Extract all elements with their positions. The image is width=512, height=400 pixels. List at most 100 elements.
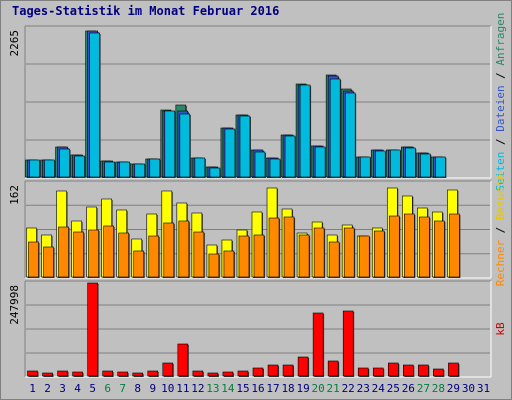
bar-rechner-day-5 xyxy=(88,229,99,278)
bar-rechner-day-13 xyxy=(208,253,220,278)
bar-seiten-day-2 xyxy=(44,159,55,178)
x-tick-day-29: 29 xyxy=(447,382,460,395)
bar-kb-day-8 xyxy=(132,372,144,377)
legend-part: Dateien xyxy=(494,85,507,131)
x-tick-day-20: 20 xyxy=(312,382,325,395)
legend-part: kB xyxy=(494,322,507,336)
bar-seiten-day-25 xyxy=(389,149,401,178)
bar-seiten-day-14 xyxy=(224,128,236,178)
legend-part: Rechner xyxy=(494,240,507,287)
bar-seiten-day-7 xyxy=(119,161,131,178)
bar-kb-day-17 xyxy=(267,364,279,377)
bar-kb-day-27 xyxy=(418,364,429,377)
bar-rechner-day-11 xyxy=(178,220,190,278)
bar-kb-day-13 xyxy=(207,372,219,377)
bar-rechner-day-1 xyxy=(28,241,39,278)
bar-kb-day-5 xyxy=(87,282,98,377)
bar-kb-day-16 xyxy=(252,367,264,377)
bar-seiten-day-27 xyxy=(420,153,431,178)
bar-rechner-day-3 xyxy=(58,226,69,278)
x-tick-day-14: 14 xyxy=(221,382,235,395)
bar-rechner-day-16 xyxy=(253,234,265,278)
bar-rechner-day-24 xyxy=(373,230,385,278)
bar-seiten-day-1 xyxy=(29,159,40,178)
bar-seiten-day-21 xyxy=(329,78,341,178)
bar-kb-day-4 xyxy=(72,371,83,377)
bar-rechner-day-26 xyxy=(404,213,415,278)
legend-part: / xyxy=(494,132,507,152)
x-tick-day-28: 28 xyxy=(432,382,445,395)
panel-middle-max-label: 162 xyxy=(8,185,21,205)
bar-rechner-day-7 xyxy=(118,232,130,278)
x-tick-day-2: 2 xyxy=(44,382,51,395)
bar-kb-day-24 xyxy=(372,367,384,377)
bar-seiten-day-17 xyxy=(269,158,281,178)
bar-rechner-day-14 xyxy=(223,250,235,278)
bar-kb-day-15 xyxy=(237,370,249,377)
x-tick-day-26: 26 xyxy=(402,382,415,395)
bar-rechner-day-21 xyxy=(328,241,340,278)
bar-seiten-day-10 xyxy=(164,110,176,178)
legend-part: / xyxy=(494,220,507,240)
bar-rechner-day-8 xyxy=(133,250,145,278)
bar-seiten-day-9 xyxy=(149,158,161,178)
bar-seiten-day-4 xyxy=(74,155,85,178)
x-tick-day-5: 5 xyxy=(89,382,96,395)
bar-rechner-day-9 xyxy=(148,235,160,278)
bar-rechner-day-17 xyxy=(268,217,280,278)
bar-rechner-day-22 xyxy=(343,227,355,278)
bar-seiten-day-26 xyxy=(405,147,416,178)
bar-kb-day-14 xyxy=(222,371,234,377)
bar-seiten-day-11 xyxy=(179,113,191,178)
bar-kb-day-23 xyxy=(357,367,369,377)
bar-rechner-day-28 xyxy=(434,220,445,278)
bar-kb-day-9 xyxy=(147,370,159,377)
bar-seiten-day-24 xyxy=(374,150,386,178)
bar-rechner-day-6 xyxy=(103,225,114,278)
bar-rechner-day-15 xyxy=(238,235,250,278)
panel-top-legend: Seiten / Dateien / Anfragen xyxy=(494,13,507,192)
bar-kb-day-10 xyxy=(162,362,174,377)
bar-kb-day-2 xyxy=(42,372,53,377)
bar-seiten-day-15 xyxy=(239,115,251,178)
bar-kb-day-12 xyxy=(192,370,204,377)
bar-kb-day-7 xyxy=(117,371,129,377)
bar-rechner-day-4 xyxy=(73,231,84,278)
bar-seiten-day-22 xyxy=(344,92,356,178)
bar-rechner-day-19 xyxy=(298,234,310,278)
panel-top-max-label: 2265 xyxy=(8,30,21,57)
bar-seiten-day-16 xyxy=(254,151,266,178)
legend-part: Seiten xyxy=(494,152,507,192)
bar-kb-day-19 xyxy=(297,356,309,377)
bar-kb-day-11 xyxy=(177,343,189,377)
x-tick-day-9: 9 xyxy=(149,382,156,395)
x-tick-day-1: 1 xyxy=(29,382,36,395)
bar-seiten-day-19 xyxy=(299,84,311,178)
x-tick-day-27: 27 xyxy=(417,382,430,395)
x-tick-day-31: 31 xyxy=(477,382,490,395)
bar-kb-day-20 xyxy=(312,312,324,377)
bar-kb-day-6 xyxy=(102,370,113,377)
x-tick-day-3: 3 xyxy=(59,382,66,395)
x-tick-day-24: 24 xyxy=(372,382,386,395)
x-tick-day-13: 13 xyxy=(206,382,219,395)
bar-seiten-day-12 xyxy=(194,157,206,178)
bar-seiten-day-3 xyxy=(59,148,70,178)
bar-rechner-day-27 xyxy=(419,216,430,278)
panel-bottom-legend: kB xyxy=(494,322,507,336)
bar-rechner-day-10 xyxy=(163,222,175,278)
chart-title: Tages-Statistik im Monat Februar 2016 xyxy=(12,4,280,18)
x-tick-day-10: 10 xyxy=(161,382,174,395)
x-tick-day-15: 15 xyxy=(236,382,249,395)
x-tick-day-11: 11 xyxy=(176,382,189,395)
x-tick-day-18: 18 xyxy=(281,382,294,395)
bar-rechner-day-18 xyxy=(283,216,295,278)
x-tick-day-19: 19 xyxy=(296,382,309,395)
bar-seiten-day-18 xyxy=(284,135,296,178)
x-tick-day-25: 25 xyxy=(387,382,400,395)
bar-kb-day-3 xyxy=(57,370,68,377)
x-tick-day-12: 12 xyxy=(191,382,204,395)
bar-kb-day-26 xyxy=(403,364,414,377)
